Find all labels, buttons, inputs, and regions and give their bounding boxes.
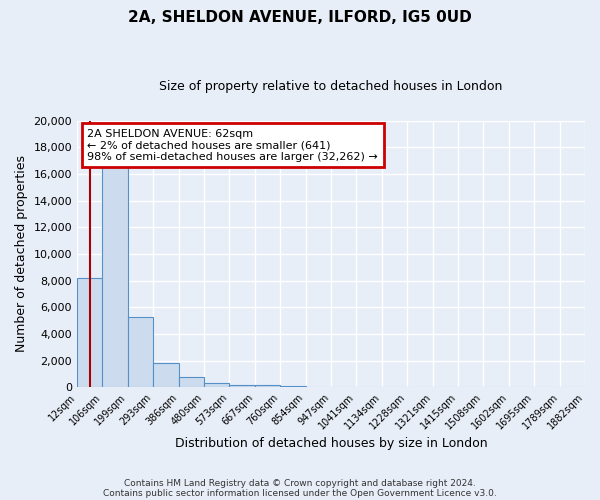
Bar [153, 362, 179, 388]
Title: Size of property relative to detached houses in London: Size of property relative to detached ho… [160, 80, 503, 93]
Bar [204, 384, 229, 388]
Bar [280, 386, 305, 388]
Bar [103, 166, 128, 388]
Y-axis label: Number of detached properties: Number of detached properties [15, 156, 28, 352]
Text: 2A SHELDON AVENUE: 62sqm
← 2% of detached houses are smaller (641)
98% of semi-d: 2A SHELDON AVENUE: 62sqm ← 2% of detache… [87, 128, 378, 162]
Bar [128, 316, 153, 388]
Bar [229, 384, 255, 388]
Bar [255, 386, 280, 388]
Bar [179, 376, 204, 388]
Text: 2A, SHELDON AVENUE, ILFORD, IG5 0UD: 2A, SHELDON AVENUE, ILFORD, IG5 0UD [128, 10, 472, 25]
Text: Contains public sector information licensed under the Open Government Licence v3: Contains public sector information licen… [103, 488, 497, 498]
Text: Contains HM Land Registry data © Crown copyright and database right 2024.: Contains HM Land Registry data © Crown c… [124, 478, 476, 488]
Bar [77, 278, 103, 388]
X-axis label: Distribution of detached houses by size in London: Distribution of detached houses by size … [175, 437, 487, 450]
